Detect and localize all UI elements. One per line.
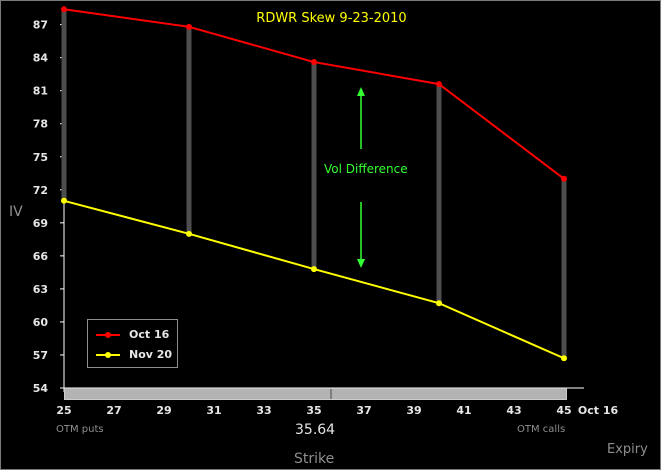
strike-slider-track[interactable] [64,388,567,400]
data-point-oct16 [561,175,567,182]
y-tick-label: 66 [33,250,49,263]
data-point-oct16 [436,81,442,88]
y-tick-label: 87 [33,19,48,32]
x-tick-label: 37 [356,404,371,417]
y-tick-label: 60 [33,316,49,329]
annotation-arrowhead-down [357,259,365,268]
legend-entry-nov20: Nov 20 [96,348,176,362]
expiry-label[interactable]: Expiry [607,442,648,457]
y-tick-label: 69 [33,217,48,230]
y-tick-label: 78 [33,118,48,131]
x-tick-label: 35 [306,404,321,417]
chart-title: RDWR Skew 9-23-2010 [256,11,407,26]
legend: Oct 16 Nov 20 [87,319,178,368]
data-point-nov20 [311,266,317,273]
data-point-nov20 [436,300,442,307]
x-tick-label: 27 [106,404,121,417]
x-tick-label: 29 [156,404,171,417]
y-axis-label: IV [9,204,23,220]
legend-label-oct16: Oct 16 [129,328,170,341]
x-tick-label: 45 [556,404,571,417]
legend-marker-nov20 [105,352,111,358]
x-tick-label: 43 [506,404,521,417]
x-tick-label: 39 [406,404,421,417]
otm-calls-caption: OTM calls [517,424,566,435]
data-point-nov20 [561,355,567,362]
strike-slider-thumb[interactable] [330,389,332,399]
data-point-oct16 [311,59,317,66]
y-tick-label: 57 [33,349,48,362]
annotation-arrowhead-up [357,87,365,96]
legend-entry-oct16: Oct 16 [96,328,176,342]
data-point-oct16 [61,6,67,13]
data-point-nov20 [186,230,192,237]
y-tick-label: 54 [33,382,49,395]
x-tick-label: 31 [206,404,221,417]
y-tick-label: 84 [33,52,49,65]
x-tick-label: 25 [56,404,71,417]
x-tick-label: 41 [456,404,471,417]
otm-puts-caption: OTM puts [56,424,104,435]
strike-slider-value: 35.64 [295,422,336,438]
y-tick-label: 81 [33,85,48,98]
y-tick-label: 72 [33,184,48,197]
legend-marker-oct16 [105,332,111,338]
y-tick-label: 63 [33,283,48,296]
data-point-oct16 [186,23,192,30]
legend-label-nov20: Nov 20 [129,348,173,361]
data-point-nov20 [61,197,67,204]
vol-difference-annotation: Vol Difference [324,162,408,176]
x-axis-label: Strike [294,451,335,467]
expiry-tick-label: Oct 16 [578,404,619,417]
y-tick-label: 75 [33,151,48,164]
x-tick-label: 33 [256,404,271,417]
